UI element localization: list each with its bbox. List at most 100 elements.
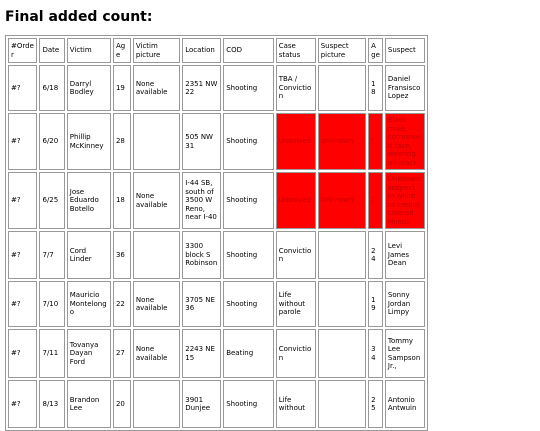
table-cell: TBA / Conviction (275, 65, 316, 111)
column-header: Age (112, 38, 131, 63)
header-row: #Order Date Victim Age Victim picture Locatio… (8, 38, 425, 63)
table-cell: #? (8, 281, 38, 327)
table-cell: None available (132, 172, 181, 229)
table-cell: Levi James Dean (384, 231, 425, 279)
table-cell: 3901 Dunjee (182, 380, 222, 428)
table-cell: 24 (368, 231, 383, 279)
column-header: COD (223, 38, 274, 63)
table-cell: 20 (112, 380, 131, 428)
table-cell: 3705 NE 36 (182, 281, 222, 327)
table-cell: 25 (368, 380, 383, 428)
table-cell: 7/10 (39, 281, 65, 327)
table-cell: 2243 NE 15 (182, 329, 222, 378)
table-cell: Shooting (223, 113, 274, 170)
table-cell: 34 (368, 329, 383, 378)
table-cell: Daniel Fransisco Lopez (384, 65, 425, 111)
column-header: Location (182, 38, 222, 63)
table-cell: Unsolved (275, 113, 316, 170)
table-cell: Conviction (275, 231, 316, 279)
table-cell: Shooting (223, 172, 274, 229)
table-cell: Conviction (275, 329, 316, 378)
table-cell: Jose Eduardo Botello (66, 172, 111, 229)
table-row: #? 6/20 Phillip McKinney 28 505 NW 31 Shootin… (8, 113, 425, 170)
table-cell: Mauricio Montelongo (66, 281, 111, 327)
table-cell (132, 113, 181, 170)
table-cell: ? (368, 172, 383, 229)
table-cell: Unknown (317, 113, 367, 170)
table-cell: 7/11 (39, 329, 65, 378)
table-cell: Life without parole (275, 281, 316, 327)
table-cell: #? (8, 380, 38, 428)
table-cell: 6/18 (39, 65, 65, 111)
table-row: #? 8/13 Brandon Lee 20 3901 Dunjee Shooting Li… (8, 380, 425, 428)
column-header: Date (39, 38, 65, 63)
table-cell (317, 65, 367, 111)
table-cell: 2351 NW 22 (182, 65, 222, 111)
table-row: #? 6/18 Darryl Bodley 19 None available 2351 … (8, 65, 425, 111)
column-header: Age (368, 38, 383, 63)
table-cell: 19 (112, 65, 131, 111)
page-title: Final added count: (5, 9, 153, 25)
column-header: Case status (275, 38, 316, 63)
table-row: #? 7/10 Mauricio Montelongo 22 None availabl… (8, 281, 425, 327)
page: Final added count: #Order Date Victim Age Vi… (5, 9, 428, 431)
table-cell: ? (368, 113, 383, 170)
table-row: #? 7/11 Tovanya Dayan Ford 27 None available… (8, 329, 425, 378)
table-cell: Shooting (223, 281, 274, 327)
table-cell: #? (8, 231, 38, 279)
column-header: Victim picture (132, 38, 181, 63)
table-cell: 36 (112, 231, 131, 279)
table-cell: 27 (112, 329, 131, 378)
count-table: #Order Date Victim Age Victim picture Locatio… (5, 35, 428, 431)
column-header: #Order (8, 38, 38, 63)
table-cell: #? (8, 113, 38, 170)
table-cell: 18 (112, 172, 131, 229)
table-cell: Darryl Bodley (66, 65, 111, 111)
table-cell: Phillip McKinney (66, 113, 111, 170)
table-cell: 22 (112, 281, 131, 327)
table-cell: None available (132, 281, 181, 327)
table-cell: Life without (275, 380, 316, 428)
table-cell: Shooting (223, 231, 274, 279)
table-cell: 3300 block S Robinson (182, 231, 222, 279)
table-cell (132, 380, 181, 428)
table-cell: None available (132, 329, 181, 378)
table-cell: Tovanya Dayan Ford (66, 329, 111, 378)
table-cell: Unknown (317, 172, 367, 229)
table-cell: I-44 SB, south of 3500 W Reno, near I-40 (182, 172, 222, 229)
table-cell (132, 231, 181, 279)
table-cell: 505 NW 31 (182, 113, 222, 170)
column-header: Victim (66, 38, 111, 63)
table-cell: #? (8, 172, 38, 229)
table-cell (317, 380, 367, 428)
table-cell: Beating (223, 329, 274, 378)
table-cell: Unsolved (275, 172, 316, 229)
table-cell: 6/20 (39, 113, 65, 170)
table-cell: #? (8, 329, 38, 378)
table-cell (317, 281, 367, 327)
table-row: #? 6/25 Jose Eduardo Botello 18 None availab… (8, 172, 425, 229)
table-cell: Brandon Lee (66, 380, 111, 428)
column-header: Suspect (384, 38, 425, 63)
table-cell: Shooting (223, 380, 274, 428)
table-cell: 6/25 (39, 172, 65, 229)
table-cell: 7/7 (39, 231, 65, 279)
table-cell (317, 329, 367, 378)
table-cell: Shooting (223, 65, 274, 111)
table-cell: Antonio Antwuin (384, 380, 425, 428)
column-header: Suspect picture (317, 38, 367, 63)
table-cell: Tommy Lee Sampson Jr., (384, 329, 425, 378)
table-cell: 18 (368, 65, 383, 111)
table-body: #? 6/18 Darryl Bodley 19 None available 2351 … (8, 65, 425, 428)
table-cell: Black male, cornrowed face, wearing all-… (384, 113, 425, 170)
table-cell: #? (8, 65, 38, 111)
table-cell (317, 231, 367, 279)
table-cell: Cord Linder (66, 231, 111, 279)
table-cell: 8/13 (39, 380, 65, 428)
table-cell: 28 (112, 113, 131, 170)
table-cell: Sonny Jordan Limpy (384, 281, 425, 327)
table-row: #? 7/7 Cord Linder 36 3300 block S Robinson S… (8, 231, 425, 279)
table-cell: 19 (368, 281, 383, 327)
table-cell: Unknown suspect, in white or cream color… (384, 172, 425, 229)
table-cell: None available (132, 65, 181, 111)
